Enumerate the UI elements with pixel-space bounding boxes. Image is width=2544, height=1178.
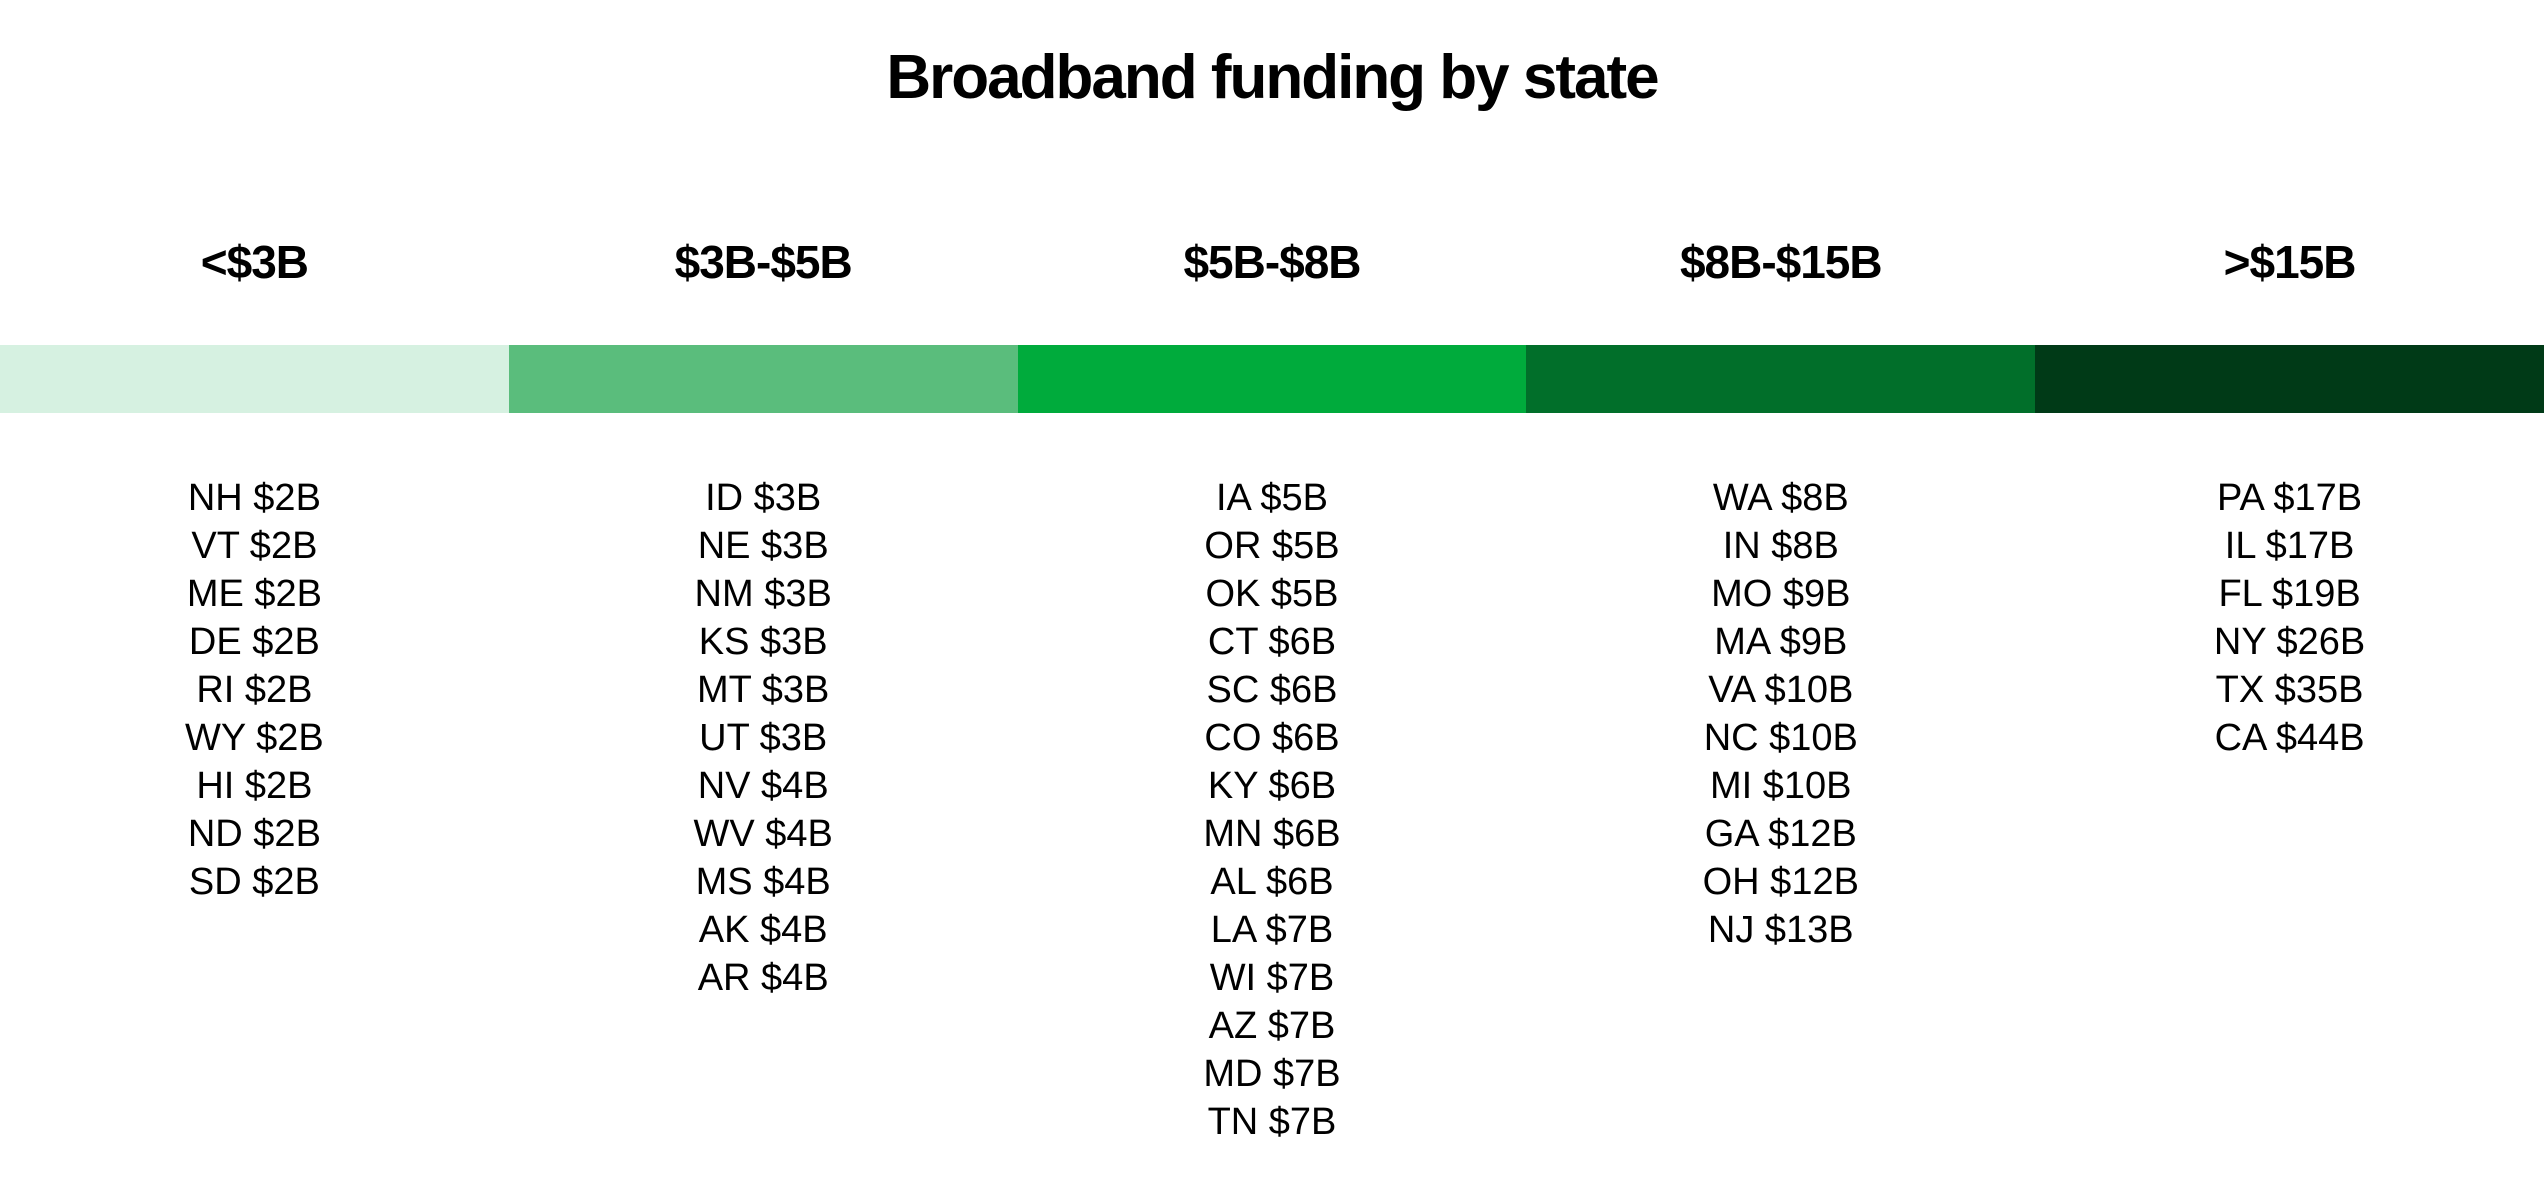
state-funding-item: AR $4B <box>697 957 829 999</box>
state-funding-item: OR $5B <box>1204 525 1340 567</box>
state-funding-item: GA $12B <box>1704 813 1857 855</box>
state-list: NH $2B VT $2B ME $2B DE $2B RI $2B WY $2B HI $… <box>0 474 509 906</box>
state-funding-item: NM $3B <box>694 573 832 615</box>
state-funding-item: ME $2B <box>186 573 322 615</box>
state-funding-item: MI $10B <box>1710 765 1852 807</box>
state-funding-item: OK $5B <box>1205 573 1339 615</box>
state-funding-item: IA $5B <box>1216 477 1328 519</box>
state-funding-item: CA $44B <box>2214 717 2365 759</box>
state-list: PA $17B IL $17B FL $19B NY $26B TX $35B CA $4… <box>2035 474 2544 762</box>
state-funding-item: ID $3B <box>705 477 822 519</box>
state-funding-item: RI $2B <box>196 669 313 711</box>
bin-label: $5B-$8B <box>1183 236 1361 288</box>
state-funding-item: WA $8B <box>1712 477 1849 519</box>
state-funding-item: IN $8B <box>1722 525 1839 567</box>
funding-bin: >$15B PA $17B IL $17B FL $19B NY $26B TX $35B… <box>2035 0 2544 1178</box>
state-funding-item: WY $2B <box>185 717 324 759</box>
bin-label: >$15B <box>2223 236 2357 288</box>
state-funding-item: VT $2B <box>191 525 318 567</box>
bin-label: $3B-$5B <box>674 236 853 288</box>
bin-color-swatch <box>0 345 509 413</box>
state-funding-item: NE $3B <box>697 525 829 567</box>
state-funding-item: NV $4B <box>697 765 829 807</box>
state-funding-item: MN $6B <box>1203 813 1341 855</box>
state-funding-item: HI $2B <box>196 765 313 807</box>
state-funding-item: NJ $13B <box>1707 909 1854 951</box>
bin-label: $8B-$15B <box>1679 236 1883 288</box>
state-funding-item: NC $10B <box>1703 717 1858 759</box>
state-funding-item: SC $6B <box>1206 669 1338 711</box>
state-list: IA $5B OR $5B OK $5B CT $6B SC $6B CO $6B KY $… <box>1018 474 1527 1146</box>
state-funding-item: IL $17B <box>2224 525 2355 567</box>
state-funding-item: NY $26B <box>2213 621 2366 663</box>
bin-color-swatch <box>1526 345 2036 413</box>
state-funding-item: VA $10B <box>1708 669 1854 711</box>
state-funding-item: WV $4B <box>693 813 833 855</box>
funding-bin: $8B-$15B WA $8B IN $8B MO $9B MA $9B VA $10B N… <box>1526 0 2036 1178</box>
state-funding-item: AZ $7B <box>1208 1005 1336 1047</box>
state-list: ID $3B NE $3B NM $3B KS $3B MT $3B UT $3B NV $… <box>509 474 1018 1002</box>
bin-color-swatch <box>1017 345 1527 413</box>
funding-bin: <$3B NH $2B VT $2B ME $2B DE $2B RI $2B WY $2B… <box>0 0 509 1178</box>
state-funding-item: CO $6B <box>1204 717 1340 759</box>
bin-color-swatch <box>2035 345 2544 413</box>
state-funding-item: MT $3B <box>697 669 830 711</box>
bin-label: <$3B <box>200 236 309 288</box>
state-funding-item: KS $3B <box>698 621 828 663</box>
state-funding-item: TN $7B <box>1207 1101 1337 1143</box>
state-funding-item: UT $3B <box>699 717 828 759</box>
funding-bin: $3B-$5B ID $3B NE $3B NM $3B KS $3B MT $3B UT … <box>508 0 1018 1178</box>
state-funding-item: AL $6B <box>1210 861 1334 903</box>
state-funding-item: AK $4B <box>698 909 828 951</box>
state-funding-item: SD $2B <box>188 861 320 903</box>
state-funding-item: ND $2B <box>187 813 321 855</box>
bin-color-swatch <box>508 345 1018 413</box>
state-funding-item: LA $7B <box>1210 909 1334 951</box>
state-funding-item: FL $19B <box>2218 573 2361 615</box>
state-funding-item: MO $9B <box>1711 573 1851 615</box>
chart-title: Broadband funding by state <box>886 43 1659 112</box>
state-funding-item: CT $6B <box>1207 621 1337 663</box>
state-funding-item: WI $7B <box>1209 957 1335 999</box>
state-funding-item: TX $35B <box>2215 669 2364 711</box>
state-funding-item: DE $2B <box>188 621 320 663</box>
state-funding-item: MD $7B <box>1203 1053 1341 1095</box>
state-funding-item: MS $4B <box>695 861 831 903</box>
funding-bin: $5B-$8B IA $5B OR $5B OK $5B CT $6B SC $6B CO … <box>1017 0 1527 1178</box>
state-list: WA $8B IN $8B MO $9B MA $9B VA $10B NC $10B MI… <box>1526 474 2035 954</box>
state-funding-item: KY $6B <box>1207 765 1337 807</box>
state-funding-item: NH $2B <box>187 477 321 519</box>
state-funding-item: MA $9B <box>1714 621 1848 663</box>
state-funding-item: OH $12B <box>1702 861 1859 903</box>
state-funding-item: PA $17B <box>2217 477 2363 519</box>
